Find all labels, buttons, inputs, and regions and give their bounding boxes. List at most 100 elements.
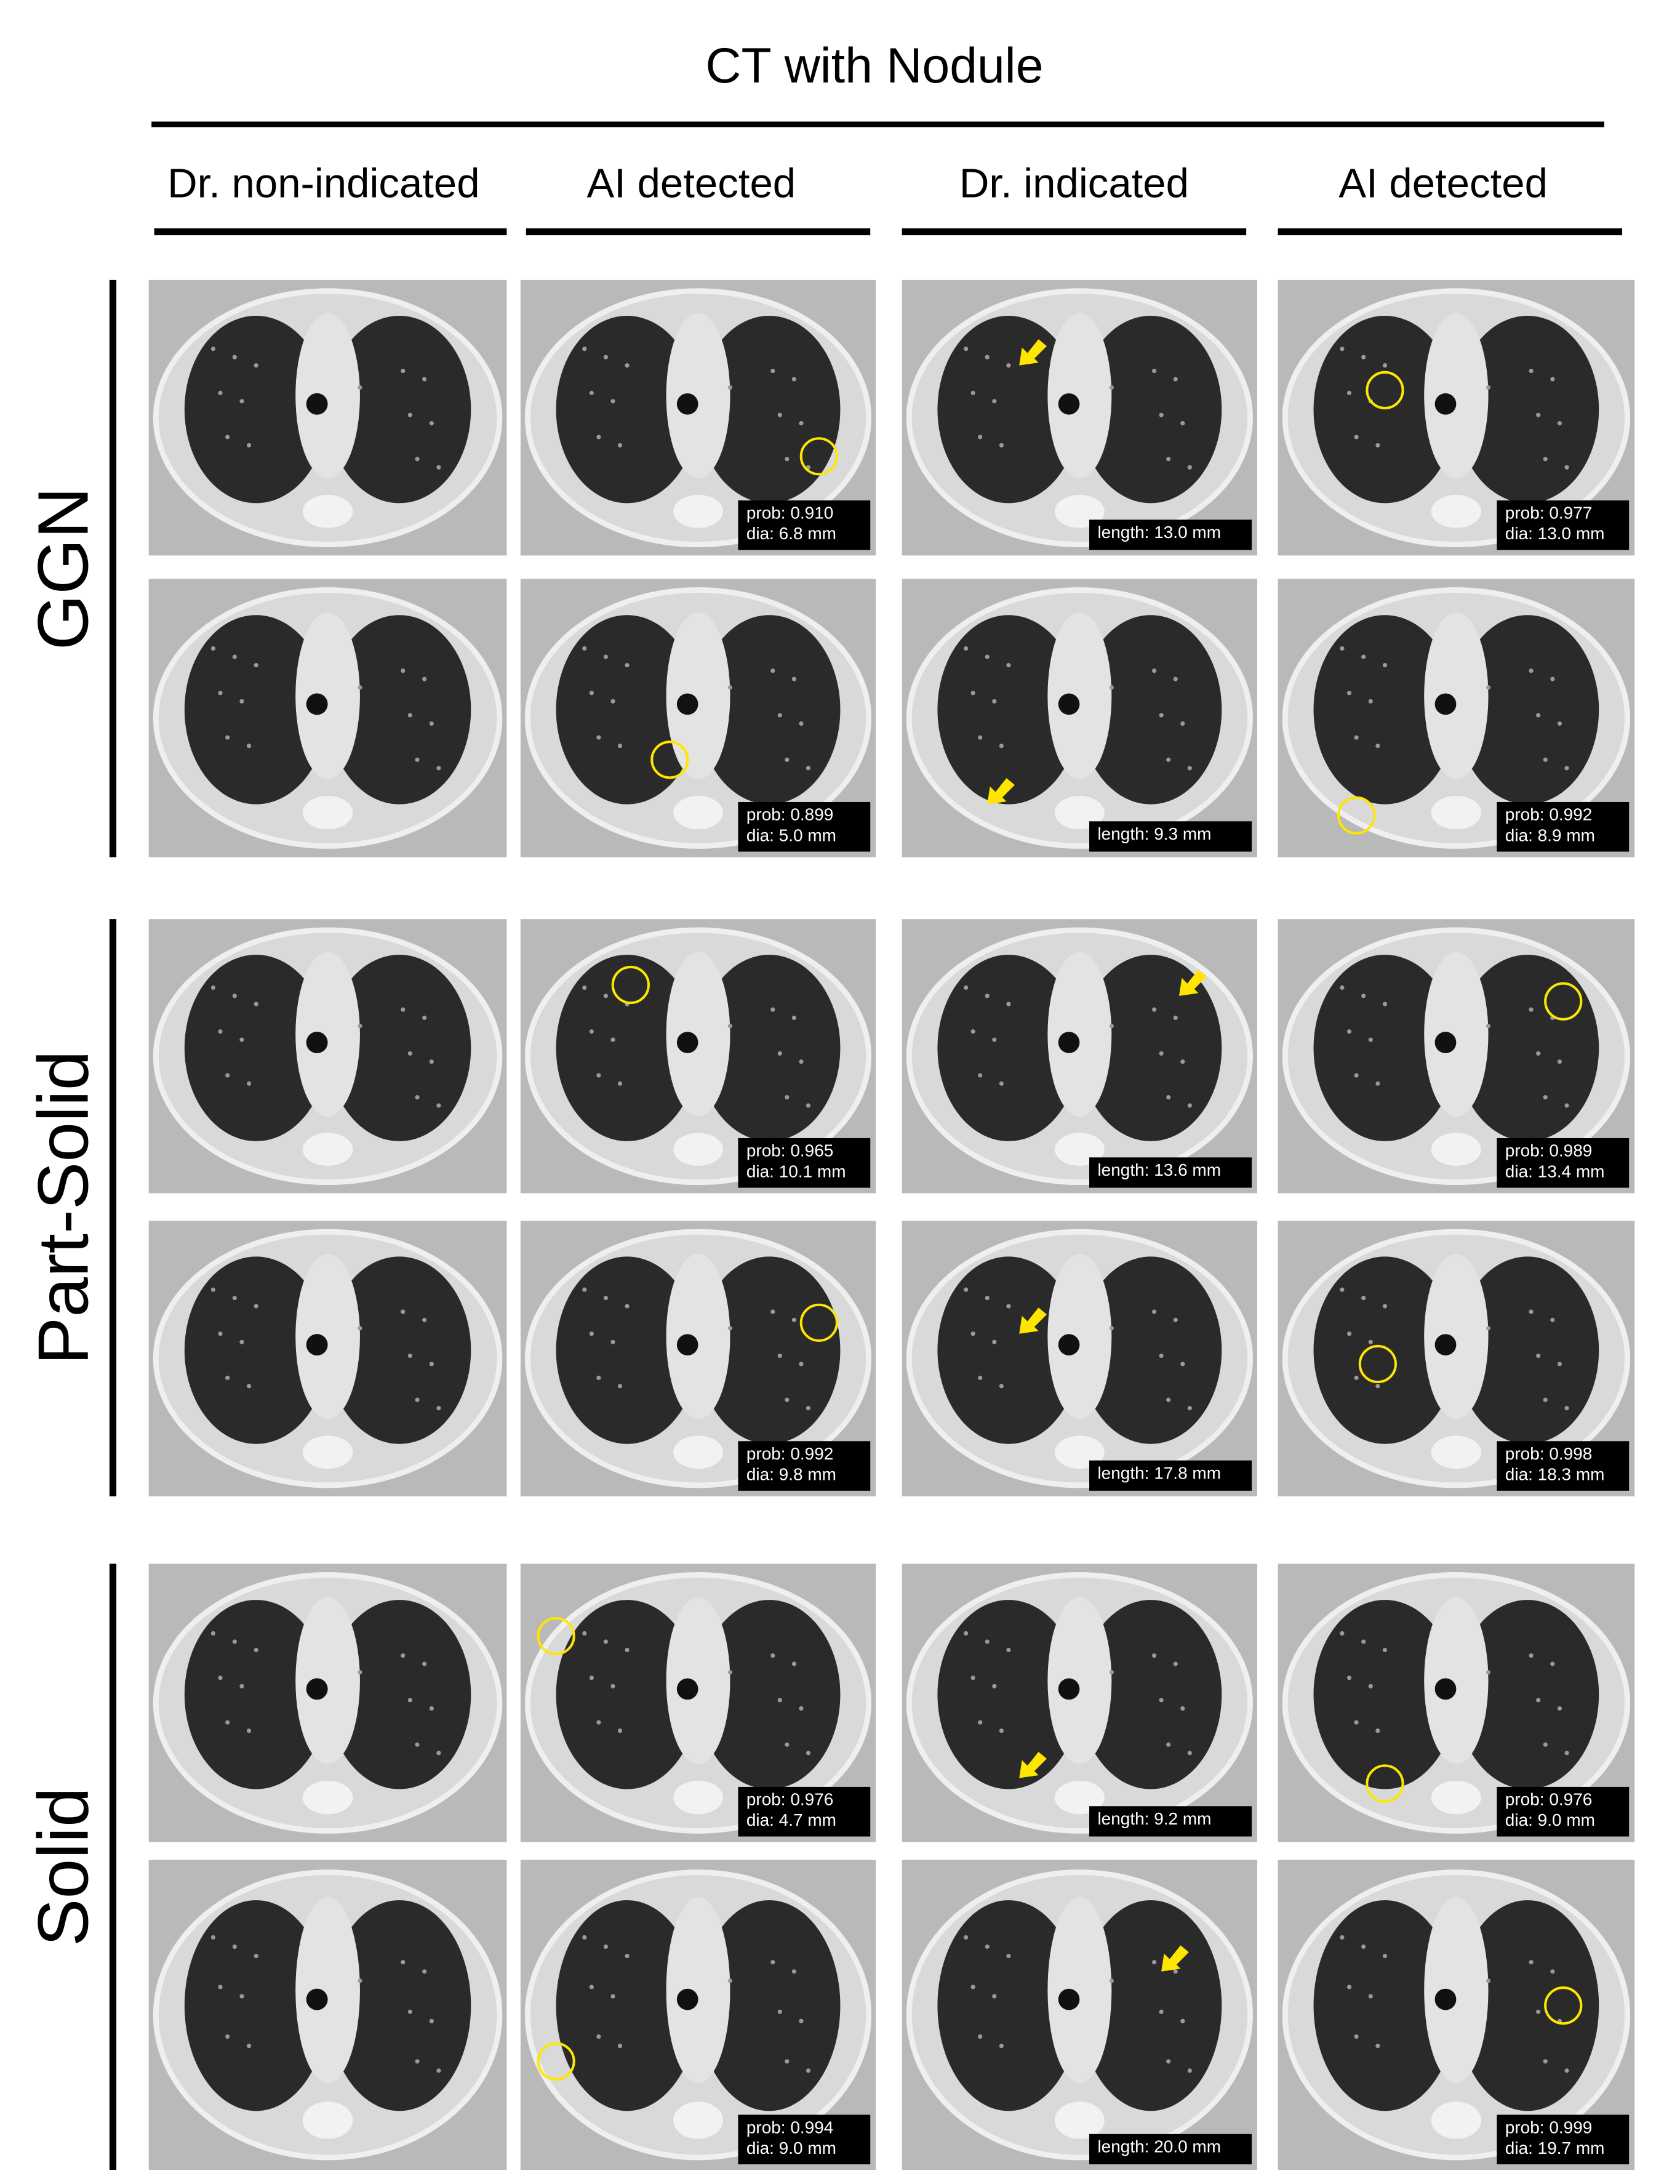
vessel	[210, 1631, 215, 1636]
vessel	[254, 1304, 258, 1309]
spine	[673, 1780, 723, 1815]
label-box	[738, 1786, 871, 1837]
vessel	[777, 713, 782, 718]
vessel	[1354, 735, 1359, 740]
vessel	[407, 412, 412, 417]
vessel	[1346, 1985, 1352, 1989]
vessel	[401, 1007, 406, 1012]
lung-right	[937, 615, 1080, 805]
spine	[673, 494, 723, 528]
trachea	[1058, 1678, 1080, 1700]
vessel	[999, 1081, 1004, 1086]
vessel	[1109, 685, 1114, 690]
vessel	[422, 1317, 427, 1322]
vessel	[1382, 1304, 1388, 1309]
vessel	[999, 1728, 1004, 1733]
vessel	[254, 1954, 258, 1959]
vessel	[1564, 465, 1569, 470]
vessel	[436, 1751, 441, 1756]
vessel	[1006, 1304, 1011, 1309]
vessel	[1340, 1631, 1345, 1636]
vessel	[610, 1684, 615, 1688]
label-text: prob: 0.994	[746, 2118, 834, 2137]
vessel	[1361, 654, 1366, 659]
trachea	[1058, 1988, 1080, 2010]
mediastinum	[1424, 1597, 1489, 1764]
trachea	[1434, 1334, 1457, 1356]
ai-marker	[611, 965, 650, 1005]
vessel	[1006, 1954, 1011, 1959]
vessel	[1361, 1944, 1366, 1949]
ai-marker	[650, 741, 689, 779]
vessel	[415, 1095, 420, 1100]
vessel	[415, 1742, 420, 1747]
vessel	[1180, 1706, 1185, 1711]
vessel	[806, 2068, 811, 2073]
mediastinum	[1047, 612, 1112, 779]
vessel	[1354, 1073, 1359, 1078]
trachea	[1434, 1988, 1457, 2010]
mediastinum	[1424, 952, 1489, 1117]
vessel	[970, 390, 975, 395]
vessel	[1550, 676, 1555, 681]
vessel	[1543, 457, 1548, 462]
vessel	[429, 421, 434, 426]
vessel	[999, 443, 1004, 448]
label-text: dia: 9.0 mm	[746, 2138, 836, 2158]
label-text: dia: 13.0 mm	[1505, 524, 1605, 543]
vessel	[1375, 1728, 1380, 1733]
label-text: prob: 0.992	[746, 1444, 834, 1463]
mediastinum	[295, 952, 360, 1117]
label-text: dia: 9.8 mm	[746, 1465, 836, 1484]
vessel	[1557, 1362, 1562, 1367]
lung-left	[698, 615, 841, 805]
lung-left	[1079, 615, 1222, 805]
vessel	[727, 385, 733, 390]
vessel	[777, 2009, 782, 2014]
vessel	[1382, 662, 1388, 668]
vessel	[232, 1295, 237, 1301]
vessel	[1152, 1960, 1157, 1965]
vessel	[1173, 1015, 1178, 1021]
vessel	[436, 2068, 441, 2073]
vessel	[422, 1969, 427, 1974]
ct-image: prob: 0.965 dia: 10.1 mm	[520, 919, 876, 1194]
vessel	[1109, 1670, 1114, 1675]
vessel	[218, 390, 223, 395]
trachea	[676, 1032, 698, 1053]
ct-image	[148, 1221, 507, 1496]
vessel	[358, 385, 362, 390]
lung-right	[937, 316, 1080, 504]
mediastinum	[1047, 1253, 1112, 1419]
vessel	[589, 390, 594, 395]
vessel	[1368, 699, 1373, 704]
vessel	[582, 1631, 587, 1636]
vessel	[770, 1309, 775, 1314]
vessel	[239, 1339, 244, 1344]
mediastinum	[295, 1597, 360, 1764]
vessel	[985, 1295, 990, 1301]
vessel	[1543, 1742, 1548, 1747]
vessel	[964, 1935, 969, 1940]
vessel	[1109, 1326, 1114, 1331]
spine	[302, 1133, 353, 1166]
lung-left	[327, 1256, 471, 1444]
vessel	[964, 1287, 969, 1292]
vessel	[785, 1397, 790, 1402]
vessel	[999, 2044, 1004, 2049]
mediastinum	[666, 1253, 730, 1419]
vessel	[1166, 757, 1171, 762]
label-text: prob: 0.998	[1505, 1444, 1593, 1463]
vessel	[985, 355, 990, 359]
vessel	[1173, 377, 1178, 382]
vessel	[770, 668, 775, 673]
mediastinum	[1047, 313, 1112, 479]
vessel	[596, 1073, 601, 1078]
vessel	[1159, 1051, 1164, 1056]
vessel	[1486, 1024, 1491, 1029]
mediastinum	[666, 1597, 730, 1764]
doctor-arrow	[1019, 1751, 1047, 1778]
vessel	[770, 368, 775, 374]
label-text: length: 9.2 mm	[1097, 1809, 1211, 1828]
